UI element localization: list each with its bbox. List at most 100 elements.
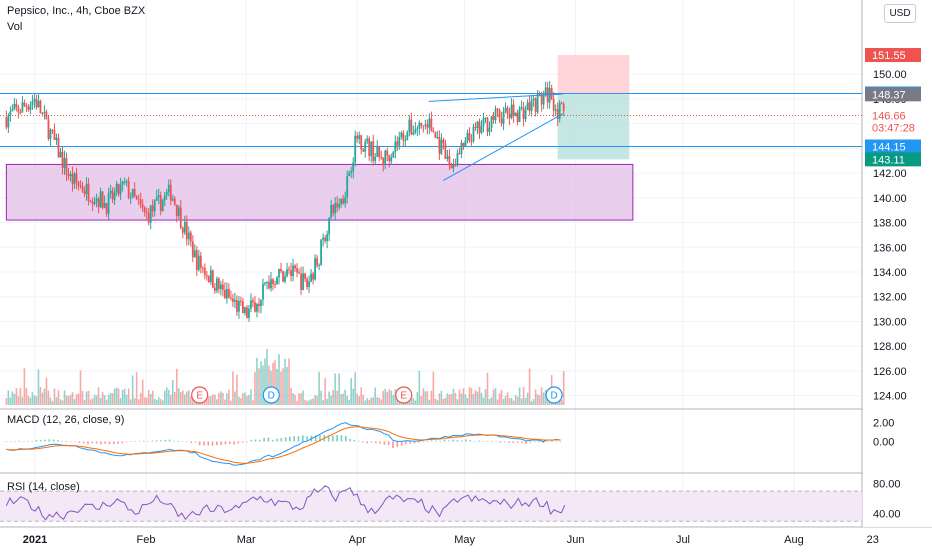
volume-bar xyxy=(47,390,50,405)
candle-body xyxy=(77,182,80,186)
candle-body xyxy=(27,107,30,110)
horizontal-levels[interactable] xyxy=(0,92,862,148)
candle-body xyxy=(246,307,248,318)
macd-histogram-bar xyxy=(108,441,111,445)
price-axis[interactable]: 124.00 126.00 128.00 130.00 132.00 134.00 136.… xyxy=(863,0,932,527)
macd-histogram-bar xyxy=(91,441,94,444)
candle-body xyxy=(490,116,493,128)
volume-bar xyxy=(460,393,463,405)
macd-histogram-bar xyxy=(486,441,489,443)
macd-histogram-bar xyxy=(168,439,171,442)
countdown-text: 03:47:28 xyxy=(872,122,915,134)
price-label-tag[interactable] xyxy=(865,152,921,167)
volume-bar xyxy=(508,398,511,405)
candle-body xyxy=(494,108,497,121)
macd-histogram-bar xyxy=(57,440,59,442)
macd-histogram-bar xyxy=(456,440,459,442)
volume-bar xyxy=(87,390,90,405)
trendline[interactable] xyxy=(442,113,564,181)
signal-line xyxy=(6,426,561,464)
volume-bar xyxy=(153,398,156,405)
candle-body xyxy=(386,150,389,156)
candle-body xyxy=(342,198,345,204)
candle-body xyxy=(25,105,28,108)
volume-bar xyxy=(179,392,182,405)
trade-box[interactable] xyxy=(557,55,630,160)
macd-histogram-bar xyxy=(220,441,222,445)
candle-body xyxy=(93,201,96,205)
candle-body xyxy=(368,138,371,156)
volume-bar xyxy=(304,399,306,405)
volume-bar xyxy=(45,377,48,405)
volume-bar xyxy=(260,361,262,405)
price-label-text: 148.37 xyxy=(872,89,906,101)
candle-body xyxy=(418,122,421,129)
macd-histogram-bar xyxy=(409,441,411,444)
volume-bar xyxy=(181,390,184,405)
macd-histogram-bar xyxy=(314,435,317,442)
volume-bar xyxy=(129,399,132,405)
price-tick-label: 138.00 xyxy=(873,218,907,230)
dividend-marker[interactable] xyxy=(262,386,280,404)
volume-bar xyxy=(210,396,212,405)
volume-bar xyxy=(167,389,170,405)
candle-body xyxy=(322,237,325,240)
candle-body xyxy=(177,207,180,217)
volume-bar xyxy=(11,391,14,405)
dividend-marker[interactable] xyxy=(545,386,563,404)
price-label-tag[interactable] xyxy=(865,87,921,102)
trendline[interactable] xyxy=(428,93,564,102)
price-label-tag[interactable] xyxy=(865,139,921,154)
candle-body xyxy=(183,221,186,233)
earnings-marker[interactable] xyxy=(191,386,209,404)
volume-bar xyxy=(175,368,178,405)
candle-body xyxy=(388,155,391,162)
candle-body xyxy=(137,199,140,201)
volume-bar xyxy=(314,395,316,405)
volume-bar xyxy=(338,373,340,405)
volume-bar xyxy=(424,391,427,405)
candle-body xyxy=(280,268,282,272)
trendlines[interactable] xyxy=(428,93,564,181)
price-label-tag[interactable] xyxy=(865,48,921,63)
candle-body xyxy=(205,275,208,277)
candle-body xyxy=(135,196,138,200)
volume-bar xyxy=(63,390,66,405)
currency-button[interactable]: USD xyxy=(884,4,916,23)
macd-histogram-bar xyxy=(293,436,295,442)
candle-body xyxy=(244,307,246,314)
macd-histogram-bar xyxy=(448,440,450,442)
earnings-marker[interactable] xyxy=(395,386,413,404)
volume-bar xyxy=(360,387,363,405)
candle-body xyxy=(514,112,517,117)
macd-histogram-bar xyxy=(362,441,364,443)
candle-body xyxy=(376,146,379,157)
candle-body xyxy=(366,138,369,142)
candle-body xyxy=(167,184,170,192)
macd-histogram-bar xyxy=(259,439,261,442)
volume-bar xyxy=(326,398,328,405)
candle-body xyxy=(147,213,150,223)
price-label-tag[interactable] xyxy=(865,108,921,135)
candle-body xyxy=(31,101,34,106)
volume-bar xyxy=(236,374,238,405)
macd-histogram-bar xyxy=(138,440,141,442)
candle-body xyxy=(217,278,220,289)
volume-bar xyxy=(137,399,140,405)
macd-histogram-bar xyxy=(121,441,124,444)
time-axis[interactable]: 2021 Feb Mar Apr May Jun Jul Aug 23 xyxy=(23,534,879,546)
volume-bar xyxy=(384,388,387,405)
take-profit-zone[interactable] xyxy=(557,94,630,160)
candle-body xyxy=(75,173,78,183)
price-tick-label: 124.00 xyxy=(873,391,907,403)
candle-body xyxy=(227,289,230,298)
volume-bar xyxy=(224,399,226,405)
macd-histogram-bar xyxy=(435,440,437,442)
stop-loss-zone[interactable] xyxy=(557,55,630,95)
volume-bar xyxy=(9,397,12,405)
candle-body xyxy=(81,185,84,192)
volume-bar xyxy=(372,397,375,405)
